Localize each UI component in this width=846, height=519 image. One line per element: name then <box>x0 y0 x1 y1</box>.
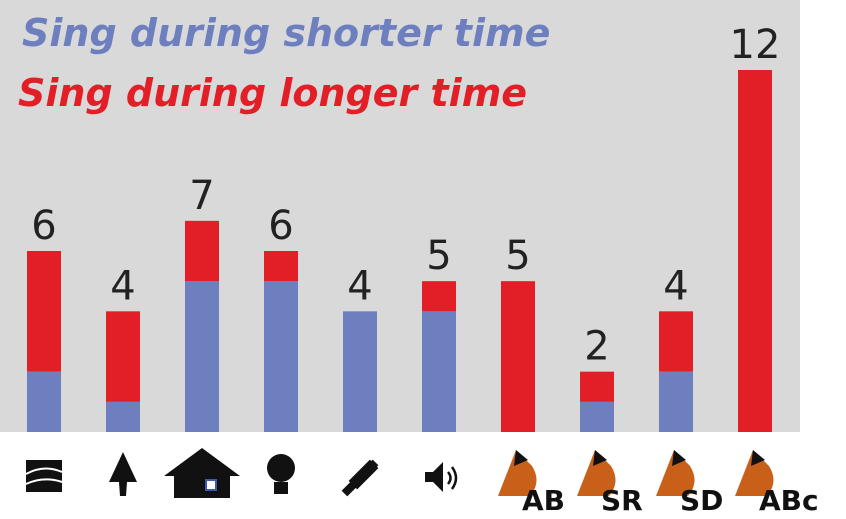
total-label: 5 <box>505 233 530 279</box>
category-label: SD <box>680 484 723 517</box>
icon-shape <box>425 462 443 492</box>
icon-shape <box>206 480 216 490</box>
bar-segment <box>580 402 614 432</box>
category-icon: ABc <box>735 450 819 517</box>
category-label: ABc <box>759 484 819 517</box>
category-icon: SD <box>656 450 723 517</box>
category-label: AB <box>522 484 565 517</box>
bar-segment <box>27 372 61 432</box>
total-label: 7 <box>189 173 214 219</box>
category-icon <box>342 460 379 497</box>
bar-segment <box>106 402 140 432</box>
total-label: 6 <box>268 203 293 249</box>
total-label: 5 <box>426 233 451 279</box>
category-icon <box>425 462 456 492</box>
bar-segment <box>264 251 298 281</box>
category-icon <box>26 460 62 492</box>
bar-segment <box>185 281 219 432</box>
total-label: 6 <box>31 203 56 249</box>
total-label: 12 <box>730 22 781 68</box>
category-label: SR <box>601 484 643 517</box>
bar-segment <box>185 221 219 281</box>
icon-shape <box>342 460 379 497</box>
icon-shape <box>164 448 240 498</box>
bar-segment <box>738 70 772 432</box>
category-icon: SR <box>577 450 643 517</box>
icon-shape <box>274 482 288 494</box>
bar-segment <box>106 311 140 402</box>
icon-shape <box>448 467 456 489</box>
legend-entry: Sing during shorter time <box>22 11 550 55</box>
total-label: 4 <box>347 263 372 309</box>
category-icon: AB <box>498 450 565 517</box>
icon-shape <box>26 460 62 492</box>
legend-entry: Sing during longer time <box>18 71 527 115</box>
total-label: 4 <box>663 263 688 309</box>
chart: Sing during shorter time Sing during lon… <box>0 0 846 519</box>
bar-segment <box>422 281 456 311</box>
bar-segment <box>264 281 298 432</box>
bar-segment <box>27 251 61 372</box>
category-icon <box>109 452 137 496</box>
total-label: 4 <box>110 263 135 309</box>
bar-segment <box>422 311 456 432</box>
bar-segment <box>501 281 535 432</box>
bar-segment <box>343 311 377 432</box>
icon-shape <box>267 454 295 482</box>
bar-segment <box>659 311 693 371</box>
category-icon <box>164 448 240 498</box>
icon-shape <box>109 452 137 496</box>
total-label: 2 <box>584 324 609 370</box>
bar-segment <box>580 372 614 402</box>
category-icon <box>267 454 295 494</box>
bar-segment <box>659 372 693 432</box>
